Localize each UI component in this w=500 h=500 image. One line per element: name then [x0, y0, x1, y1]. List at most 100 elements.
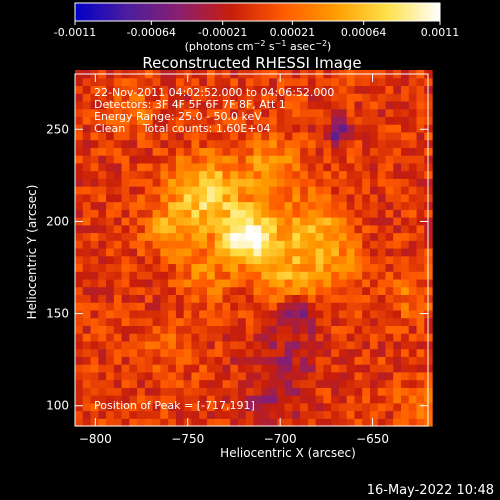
heatmap-cell — [362, 263, 371, 272]
heatmap-cell — [222, 186, 231, 195]
heatmap-cell — [362, 271, 371, 280]
heatmap-cell — [144, 317, 154, 326]
heatmap-cell — [106, 217, 115, 226]
y-tick-label: 200 — [46, 214, 69, 228]
heatmap-cell — [230, 217, 239, 226]
heatmap-cell — [222, 162, 231, 172]
heatmap-cell — [261, 333, 270, 342]
heatmap-cell — [230, 201, 239, 210]
heatmap-cell — [183, 325, 193, 334]
heatmap-cell — [377, 278, 387, 288]
heatmap-cell — [346, 348, 356, 357]
heatmap-cell — [199, 162, 208, 172]
heatmap-cell — [284, 309, 293, 319]
heatmap-cell — [284, 410, 293, 419]
heatmap-cell — [175, 193, 185, 203]
heatmap-cell — [385, 155, 394, 164]
heatmap-cell — [75, 224, 84, 234]
heatmap-cell — [338, 317, 348, 326]
heatmap-cell — [292, 286, 301, 296]
heatmap-cell — [284, 271, 293, 280]
heatmap-cell — [121, 317, 130, 326]
heatmap-cell — [323, 93, 332, 102]
heatmap-cell — [408, 170, 418, 179]
heatmap-cell — [129, 317, 138, 326]
heatmap-cell — [90, 162, 99, 172]
heatmap-cell — [230, 340, 239, 350]
heatmap-cell — [385, 224, 394, 234]
heatmap-cell — [292, 371, 301, 381]
heatmap-cell — [199, 155, 208, 164]
heatmap-cell — [408, 247, 418, 257]
heatmap-cell — [300, 201, 309, 210]
heatmap-cell — [199, 217, 208, 226]
heatmap-cell — [82, 379, 92, 388]
heatmap-cell — [183, 100, 193, 110]
heatmap-cell — [199, 232, 208, 241]
heatmap-cell — [144, 402, 154, 412]
heatmap-cell — [191, 317, 200, 326]
heatmap-cell — [261, 193, 270, 203]
heatmap-cell — [206, 278, 216, 288]
heatmap-cell — [152, 418, 161, 427]
heatmap-cell — [191, 348, 200, 357]
heatmap-cell — [121, 356, 130, 365]
heatmap-cell — [160, 356, 169, 365]
heatmap-cell — [315, 340, 324, 350]
heatmap-cell — [113, 302, 123, 311]
heatmap-cell — [106, 333, 115, 342]
heatmap-cell — [82, 232, 92, 241]
heatmap-cell — [160, 162, 169, 172]
heatmap-cell — [90, 286, 99, 296]
heatmap-cell — [377, 139, 387, 148]
heatmap-cell — [369, 271, 379, 280]
heatmap-cell — [129, 247, 138, 257]
heatmap-cell — [98, 278, 107, 288]
heatmap-cell — [75, 155, 84, 164]
heatmap-cell — [199, 201, 208, 210]
heatmap-cell — [82, 286, 92, 296]
heatmap-cell — [276, 170, 286, 179]
heatmap-cell — [106, 100, 115, 110]
annotation-detectors: Detectors: 3F 4F 5F 6F 7F 8F, Att 1 — [94, 98, 286, 111]
heatmap-cell — [230, 209, 239, 218]
heatmap-cell — [346, 263, 356, 272]
heatmap-cell — [369, 402, 379, 412]
heatmap-cell — [168, 402, 177, 412]
heatmap-cell — [222, 371, 231, 381]
heatmap-cell — [346, 232, 356, 241]
heatmap-cell — [315, 278, 324, 288]
heatmap-cell — [191, 108, 200, 117]
heatmap-cell — [393, 379, 402, 388]
heatmap-cell — [199, 364, 208, 373]
heatmap-cell — [199, 240, 208, 249]
heatmap-cell — [206, 186, 216, 195]
heatmap-cell — [230, 255, 239, 265]
heatmap-cell — [346, 340, 356, 350]
heatmap-cell — [129, 93, 138, 102]
heatmap-cell — [416, 162, 425, 172]
heatmap-cell — [338, 124, 348, 133]
heatmap-cell — [416, 387, 425, 396]
heatmap-cell — [129, 271, 138, 280]
heatmap-cell — [307, 93, 317, 102]
heatmap-cell — [183, 124, 193, 133]
heatmap-cell — [377, 108, 387, 117]
heatmap-cell — [284, 100, 293, 110]
heatmap-cell — [276, 201, 286, 210]
heatmap-cell — [199, 286, 208, 296]
heatmap-cell — [137, 224, 146, 234]
heatmap-cell — [191, 170, 200, 179]
heatmap-cell — [253, 131, 262, 141]
heatmap-cell — [315, 240, 324, 249]
heatmap-cell — [90, 294, 99, 303]
heatmap-cell — [152, 193, 161, 203]
heatmap-cell — [369, 263, 379, 272]
heatmap-cell — [338, 186, 348, 195]
heatmap-cell — [253, 278, 262, 288]
heatmap-cell — [276, 410, 286, 419]
heatmap-cell — [300, 333, 309, 342]
heatmap-cell — [331, 402, 340, 412]
heatmap-cell — [307, 85, 317, 94]
heatmap-cell — [121, 193, 130, 203]
